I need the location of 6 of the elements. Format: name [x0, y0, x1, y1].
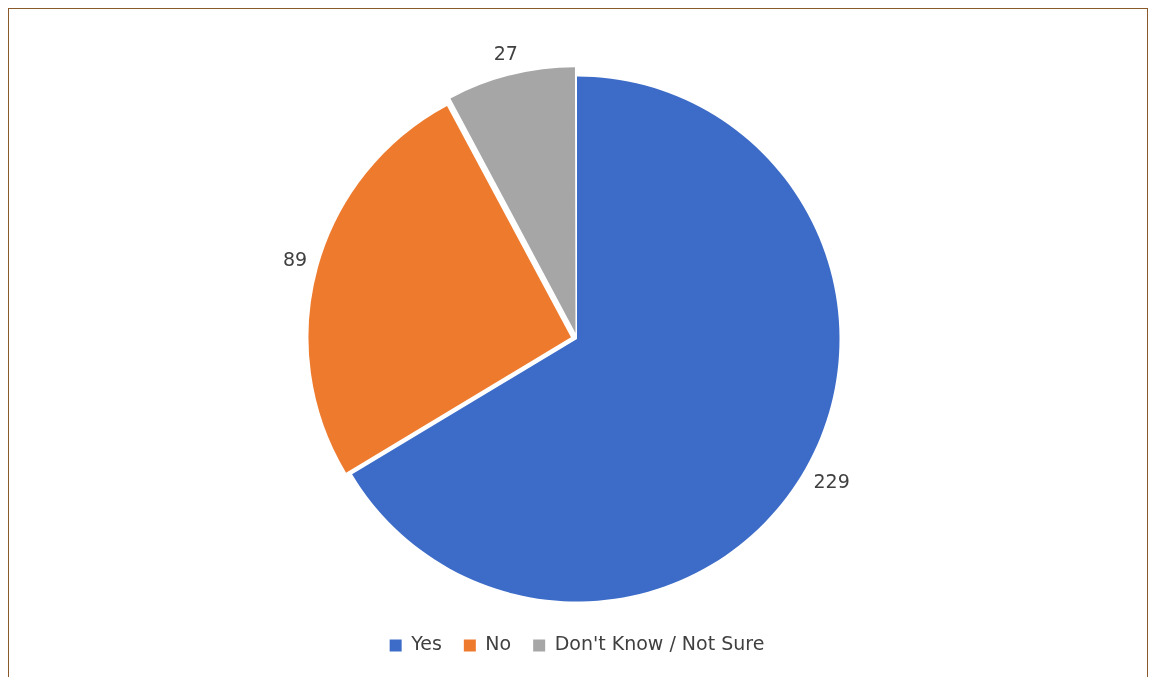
- data-label: 89: [282, 248, 308, 271]
- data-label: 229: [813, 469, 850, 492]
- legend-label: Yes: [410, 632, 442, 655]
- legend-label: Don't Know / Not Sure: [554, 632, 765, 655]
- data-label: 27: [493, 42, 518, 65]
- legend-label: No: [485, 632, 512, 655]
